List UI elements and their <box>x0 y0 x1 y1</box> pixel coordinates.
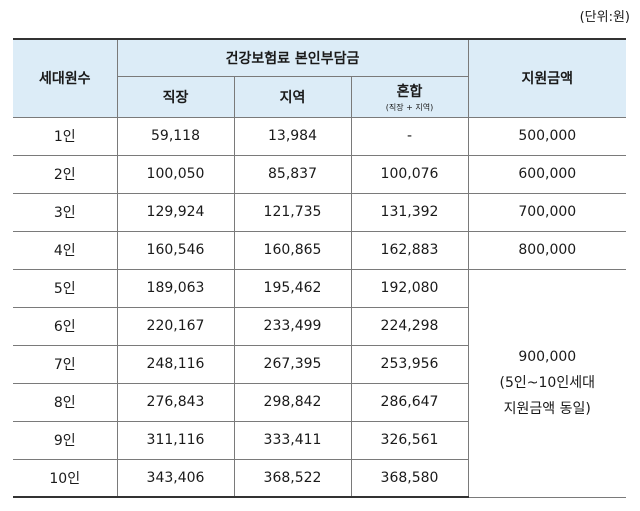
header-household: 세대원수 <box>13 38 118 118</box>
amount-value: 500,000 <box>467 116 627 156</box>
household-size: 4인 <box>13 230 118 270</box>
header-mixed-label: 혼합 <box>396 83 423 100</box>
table-row: 3인 129,924 121,735 131,392 700,000 <box>13 192 627 232</box>
mixed-value: 286,647 <box>350 382 469 422</box>
mixed-value: 131,392 <box>350 192 469 232</box>
region-value: 160,865 <box>233 230 352 270</box>
household-size: 3인 <box>13 192 118 232</box>
workplace-value: 100,050 <box>116 154 235 194</box>
household-size: 6인 <box>13 306 118 346</box>
region-value: 13,984 <box>233 116 352 156</box>
header-mixed: 혼합 (직장 + 지역) <box>350 75 469 118</box>
table-row: 9인 311,116 333,411 326,561 <box>13 420 626 460</box>
merged-amount-note-2: 지원금액 동일) <box>503 401 591 417</box>
region-value: 333,411 <box>233 420 352 460</box>
merged-amount-note-1: (5인~10인세대 <box>499 375 595 391</box>
header-premium-group: 건강보험료 본인부담금 <box>116 38 469 77</box>
workplace-value: 311,116 <box>116 420 235 460</box>
table-row: 5인 189,063 195,462 192,080 900,000 (5인~1… <box>13 268 627 498</box>
table-row: 8인 276,843 298,842 286,647 <box>13 382 626 422</box>
header-workplace: 직장 <box>117 75 235 118</box>
table-row: 10인 343,406 368,522 368,580 <box>13 458 626 498</box>
region-value: 233,499 <box>233 306 352 346</box>
region-value: 121,735 <box>233 192 352 232</box>
amount-value: 700,000 <box>467 192 627 232</box>
household-size: 10인 <box>13 458 118 498</box>
mixed-value: - <box>350 116 469 156</box>
household-size: 9인 <box>13 420 118 460</box>
workplace-value: 276,843 <box>116 382 235 422</box>
table-row: 7인 248,116 267,395 253,956 <box>13 344 626 384</box>
region-value: 298,842 <box>233 382 352 422</box>
region-value: 368,522 <box>233 458 352 498</box>
mixed-value: 368,580 <box>350 458 469 498</box>
merged-amount-cell: 900,000 (5인~10인세대 지원금액 동일) <box>467 268 627 498</box>
amount-value: 800,000 <box>467 230 627 270</box>
header-amount: 지원금액 <box>467 38 627 118</box>
support-table: 세대원수 건강보험료 본인부담금 지원금액 직장 지역 혼합 (직장 + 지역)… <box>13 38 627 498</box>
table-row: 2인 100,050 85,837 100,076 600,000 <box>13 154 627 194</box>
mixed-value: 224,298 <box>350 306 469 346</box>
mixed-value: 100,076 <box>350 154 469 194</box>
workplace-value: 343,406 <box>116 458 235 498</box>
workplace-value: 59,118 <box>116 116 235 156</box>
merged-amount-value: 900,000 <box>518 349 577 365</box>
household-size: 5인 <box>13 268 118 308</box>
household-size: 1인 <box>13 116 118 156</box>
header-region: 지역 <box>233 75 352 118</box>
mixed-value: 326,561 <box>350 420 469 460</box>
workplace-value: 248,116 <box>116 344 235 384</box>
household-size: 8인 <box>13 382 118 422</box>
mixed-value: 192,080 <box>350 268 469 308</box>
table-row: 4인 160,546 160,865 162,883 800,000 <box>13 230 627 270</box>
mixed-value: 162,883 <box>350 230 469 270</box>
region-value: 267,395 <box>233 344 352 384</box>
workplace-value: 189,063 <box>116 268 235 308</box>
unit-note: (단위:원) <box>579 10 630 25</box>
workplace-value: 220,167 <box>116 306 235 346</box>
region-value: 85,837 <box>233 154 352 194</box>
table-row: 1인 59,118 13,984 - 500,000 <box>13 116 627 156</box>
amount-value: 600,000 <box>467 154 627 194</box>
household-size: 2인 <box>13 154 118 194</box>
region-value: 195,462 <box>233 268 352 308</box>
household-size: 7인 <box>13 344 118 384</box>
workplace-value: 129,924 <box>116 192 235 232</box>
header-mixed-sub: (직장 + 지역) <box>385 102 434 112</box>
workplace-value: 160,546 <box>116 230 235 270</box>
mixed-value: 253,956 <box>350 344 469 384</box>
